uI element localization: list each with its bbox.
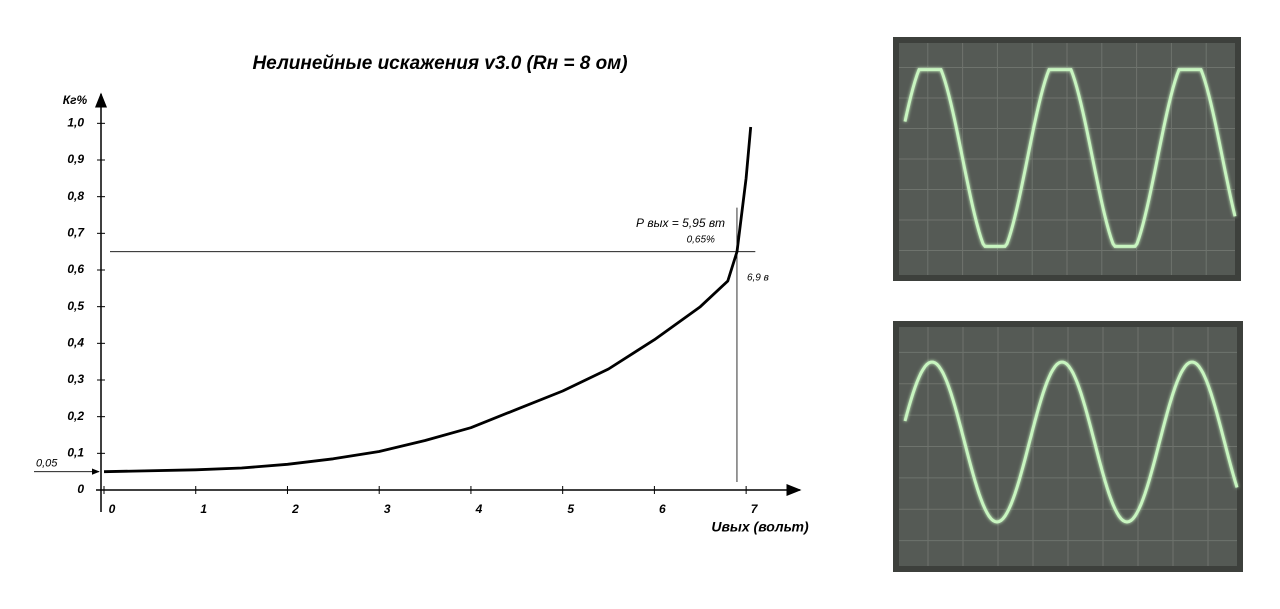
y-tick-label: 0,6: [67, 262, 84, 276]
oscilloscope-clipped: [893, 37, 1241, 281]
y-tick-label: 1,0: [67, 116, 84, 130]
y-tick-label: 0,3: [67, 372, 84, 386]
waveform: [903, 360, 1239, 524]
y-tick-label: 0,8: [67, 189, 84, 203]
x-tick-label: 5: [567, 502, 574, 516]
x-tick-label: 7: [751, 502, 759, 516]
x-tick-label: 3: [384, 502, 391, 516]
oscilloscope-clean: [893, 321, 1243, 572]
annotation: 6,9 в: [747, 272, 769, 283]
annotation: Р вых = 5,95 вт: [636, 216, 725, 230]
y-tick-label: 0: [77, 482, 84, 496]
y-tick-label: 0,7: [67, 226, 85, 240]
line: [103, 126, 753, 474]
y-tick-label: 0,9: [67, 152, 84, 166]
chart-title: Нелинейные искажения v3.0 (Rн = 8 ом): [252, 53, 627, 74]
x-axis-label: Uвых (вольт): [711, 519, 809, 535]
y-tick-label: 0,2: [67, 409, 84, 423]
waveform: [903, 68, 1237, 248]
annotation: 0,05: [36, 458, 58, 470]
x-tick-label: 1: [200, 502, 207, 516]
y-tick-label: 0,5: [67, 299, 84, 313]
x-tick-label: 4: [475, 502, 483, 516]
x-tick-label: 2: [291, 502, 299, 516]
x-tick-label: 6: [659, 502, 666, 516]
x-tick-label: 0: [109, 502, 116, 516]
annotation: 0,65%: [687, 234, 715, 245]
y-axis-label: Кг%: [63, 93, 88, 107]
y-tick-label: 0,4: [67, 336, 84, 350]
y-tick-label: 0,1: [67, 446, 84, 460]
